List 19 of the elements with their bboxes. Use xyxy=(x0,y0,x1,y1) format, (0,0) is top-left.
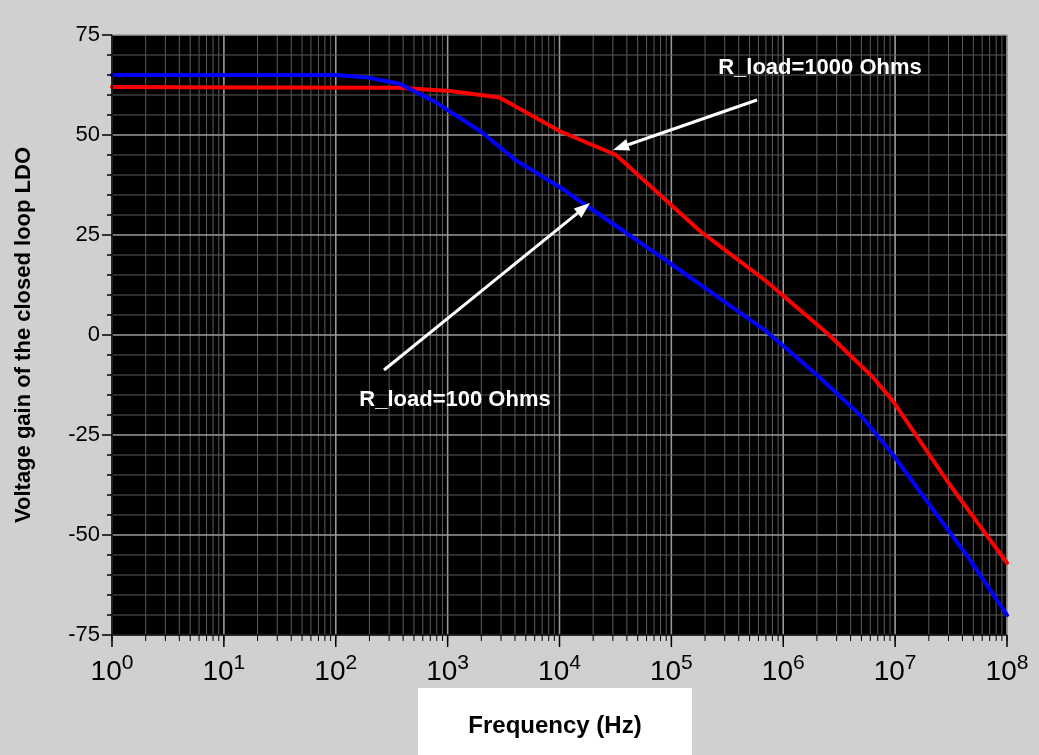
y-tick-label: -75 xyxy=(68,620,100,646)
x-tick-label: 10$^{8}$ xyxy=(985,649,1029,686)
x-tick-label: 10$^{7}$ xyxy=(873,649,917,686)
y-tick-label: -50 xyxy=(68,520,100,546)
x-tick-label: 10$^{1}$ xyxy=(202,649,246,686)
annotation: R_load=100 Ohms xyxy=(359,385,551,411)
x-tick-label: 10$^{0}$ xyxy=(90,649,134,686)
x-tick-label: 10$^{2}$ xyxy=(314,649,358,686)
x-tick-label: 10$^{4}$ xyxy=(538,649,582,686)
x-tick-label: 10$^{3}$ xyxy=(426,649,470,686)
y-tick-label: 0 xyxy=(87,320,100,346)
x-tick-label: 10$^{6}$ xyxy=(761,649,805,686)
x-axis-title: Frequency (Hz) xyxy=(468,711,642,738)
y-tick-label: 75 xyxy=(75,20,100,46)
y-tick-label: 50 xyxy=(75,120,100,146)
x-tick-label: 10$^{5}$ xyxy=(649,649,693,686)
y-tick-label: -25 xyxy=(68,420,100,446)
y-axis-title: Voltage gain of the closed loop LDO xyxy=(10,146,35,524)
y-tick-label: 25 xyxy=(75,220,100,246)
